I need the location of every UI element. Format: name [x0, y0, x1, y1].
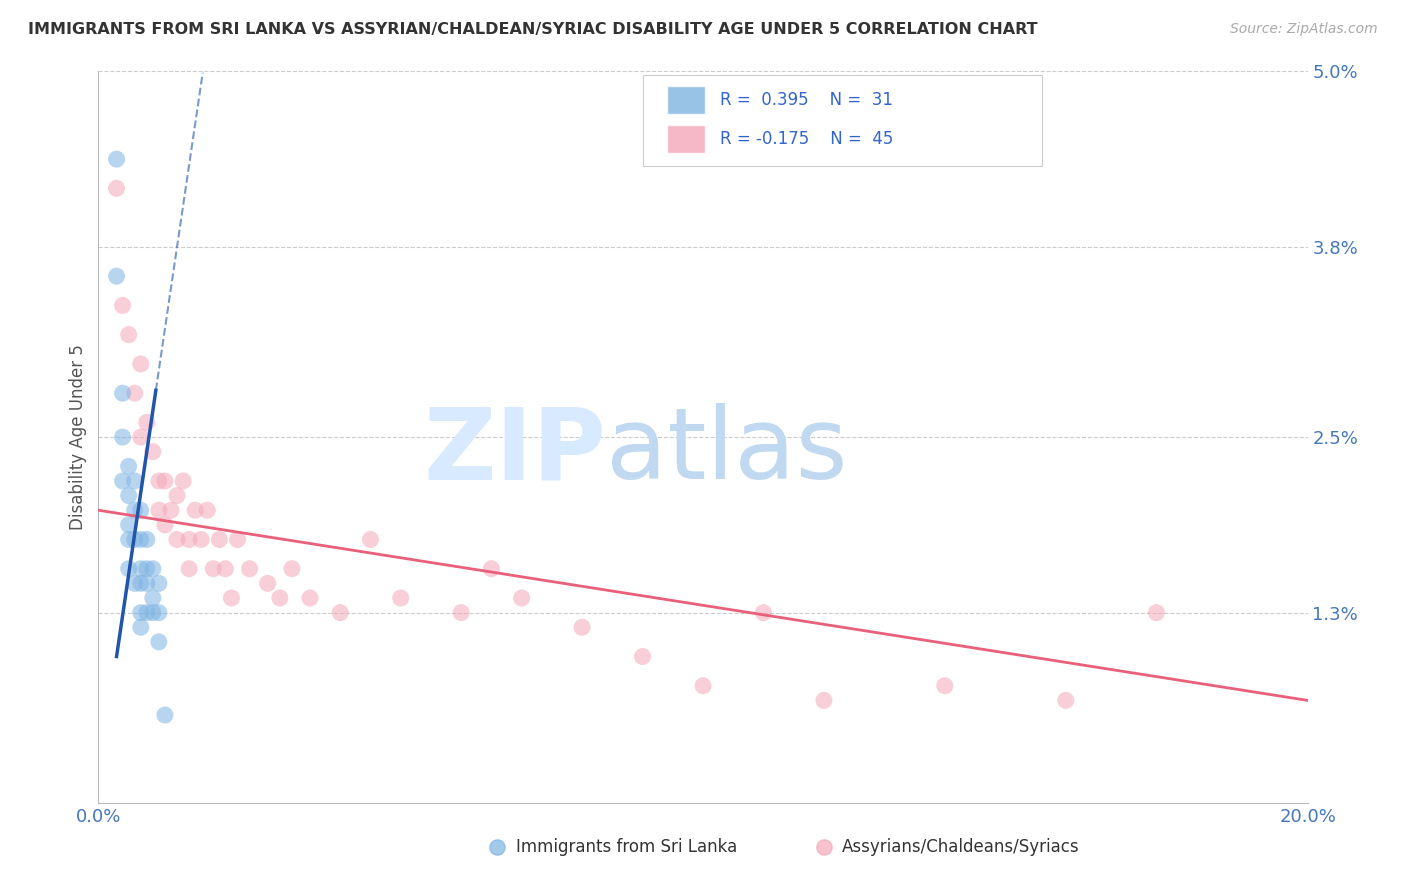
Point [118, 489, 141, 503]
Point [129, 357, 152, 371]
Point [813, 693, 835, 707]
Point [631, 649, 654, 664]
Point [129, 576, 152, 591]
Bar [666, 87, 706, 114]
Point [135, 576, 157, 591]
Point [105, 152, 128, 166]
Point [129, 533, 152, 547]
Point [118, 517, 141, 532]
Point [135, 606, 157, 620]
Point [135, 562, 157, 576]
Point [481, 562, 503, 576]
Point [142, 591, 165, 605]
Point [329, 606, 352, 620]
Point [179, 533, 201, 547]
Text: R =  0.395    N =  31: R = 0.395 N = 31 [720, 91, 893, 109]
Point [221, 591, 243, 605]
Text: ZIP: ZIP [423, 403, 606, 500]
Text: Immigrants from Sri Lanka: Immigrants from Sri Lanka [516, 838, 737, 855]
Point [190, 533, 212, 547]
Point [256, 576, 278, 591]
Point [195, 503, 218, 517]
Point [148, 606, 170, 620]
Point [142, 444, 165, 458]
Point [1144, 606, 1167, 620]
Point [129, 562, 152, 576]
Point [148, 503, 170, 517]
Point [153, 517, 176, 532]
Point [214, 562, 236, 576]
Point [118, 533, 141, 547]
Point [105, 181, 128, 195]
Text: Assyrians/Chaldeans/Syriacs: Assyrians/Chaldeans/Syriacs [842, 838, 1080, 855]
Point [239, 562, 262, 576]
Point [142, 562, 165, 576]
Point [118, 459, 141, 474]
Bar [666, 125, 706, 153]
Point [184, 503, 207, 517]
Point [124, 503, 146, 517]
Point [148, 576, 170, 591]
Point [360, 533, 382, 547]
Text: IMMIGRANTS FROM SRI LANKA VS ASSYRIAN/CHALDEAN/SYRIAC DISABILITY AGE UNDER 5 COR: IMMIGRANTS FROM SRI LANKA VS ASSYRIAN/CH… [28, 22, 1038, 37]
Text: atlas: atlas [606, 403, 848, 500]
Point [172, 474, 194, 488]
Point [129, 430, 152, 444]
Point [1054, 693, 1077, 707]
Point [752, 606, 775, 620]
Point [450, 606, 472, 620]
Text: R = -0.175    N =  45: R = -0.175 N = 45 [720, 130, 893, 148]
Point [111, 386, 134, 401]
Point [129, 620, 152, 634]
Text: Source: ZipAtlas.com: Source: ZipAtlas.com [1230, 22, 1378, 37]
Point [389, 591, 412, 605]
Point [124, 533, 146, 547]
Point [160, 503, 183, 517]
Point [692, 679, 714, 693]
Point [124, 576, 146, 591]
Y-axis label: Disability Age Under 5: Disability Age Under 5 [69, 344, 87, 530]
Point [166, 533, 188, 547]
Point [142, 606, 165, 620]
Point [153, 708, 176, 723]
Point [148, 474, 170, 488]
Point [934, 679, 956, 693]
FancyBboxPatch shape [643, 75, 1042, 167]
Point [111, 298, 134, 312]
Point [135, 533, 157, 547]
Point [124, 474, 146, 488]
Point [299, 591, 322, 605]
Point [118, 327, 141, 342]
Point [208, 533, 231, 547]
Point [129, 503, 152, 517]
Point [226, 533, 249, 547]
Point [510, 591, 533, 605]
Point [281, 562, 304, 576]
Point [179, 562, 201, 576]
Point [202, 562, 225, 576]
Point [148, 635, 170, 649]
Point [118, 562, 141, 576]
Point [111, 430, 134, 444]
Point [269, 591, 291, 605]
Point [135, 416, 157, 430]
Point [105, 269, 128, 284]
Point [111, 474, 134, 488]
Point [571, 620, 593, 634]
Point [129, 606, 152, 620]
Point [153, 474, 176, 488]
Point [166, 489, 188, 503]
Point [124, 386, 146, 401]
